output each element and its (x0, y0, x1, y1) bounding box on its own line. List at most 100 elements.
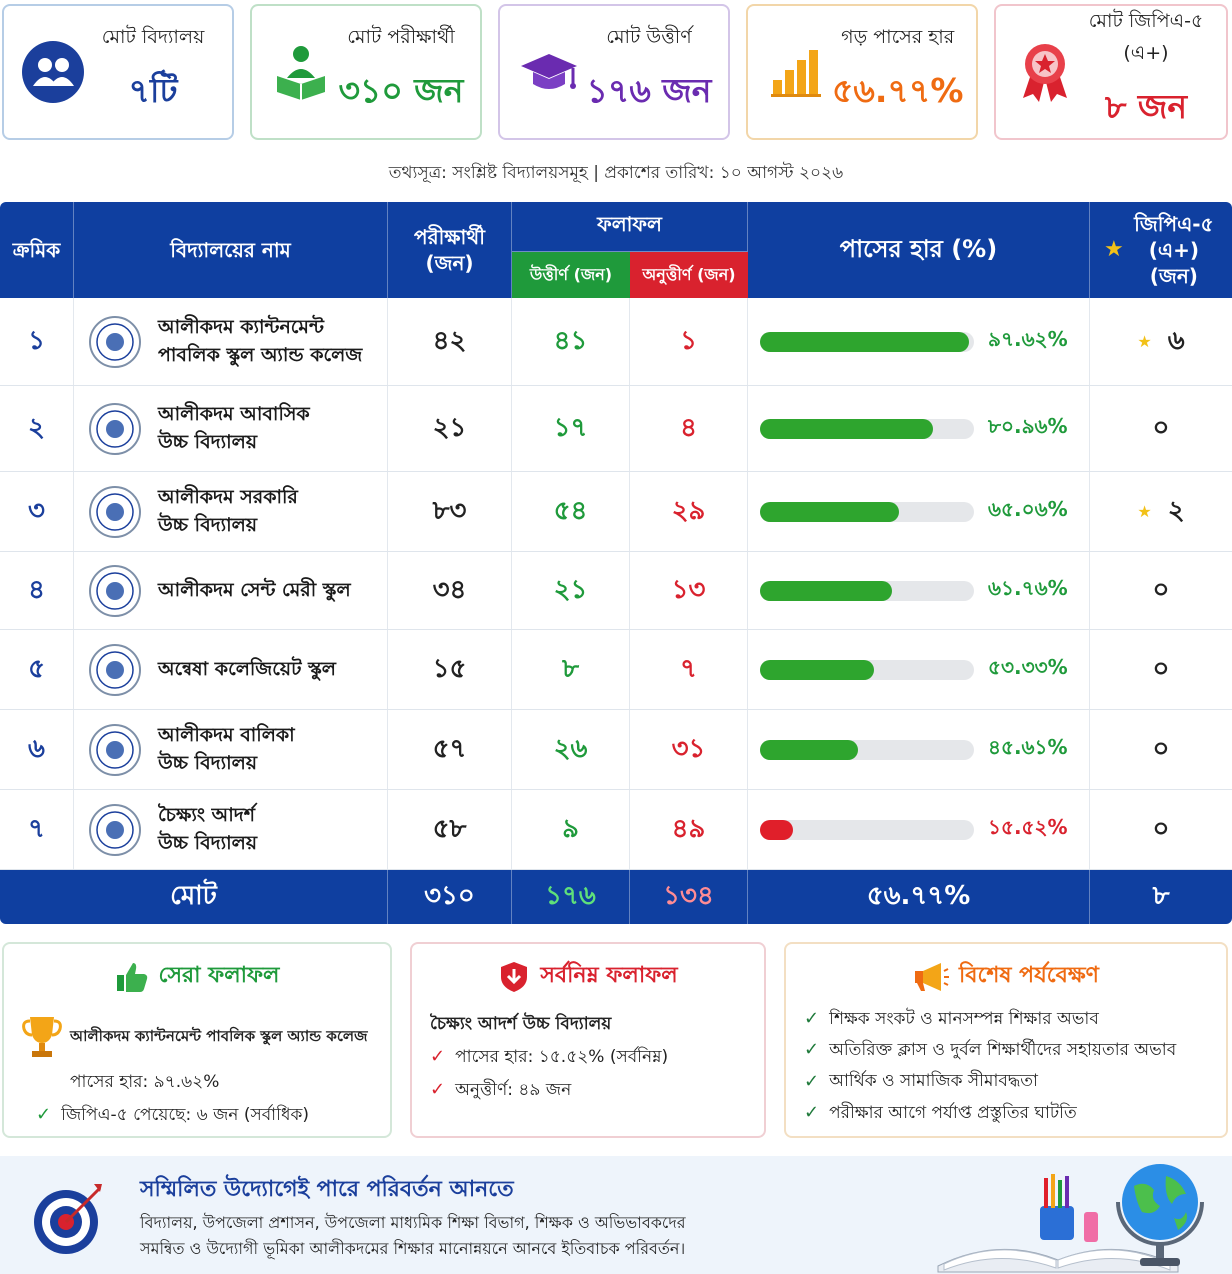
pass-rate-bar-track (760, 819, 974, 840)
school-name-line: পাবলিক স্কুল অ্যান্ড কলেজ (158, 343, 363, 366)
list-item: ✓ পরীক্ষার আগে পর্যাপ্ত প্রস্তুতির ঘাটতি (804, 1101, 1208, 1124)
gpa5-value: ০ (1152, 813, 1170, 844)
card-label: মোট বিদ্যালয় (101, 26, 205, 48)
failed-cell: ২৯ (630, 472, 748, 551)
check-icon: ✓ (430, 1046, 446, 1068)
footer-banner: সম্মিলিত উদ্যোগেই পারে পরিবর্তন আনতে বিদ… (0, 1156, 1232, 1274)
school-cell: আলীকদম বালিকা উচ্চ বিদ্যালয় (74, 710, 388, 789)
school-name-line: আলীকদম ক্যান্টনমেন্ট (158, 315, 324, 338)
check-icon: ✓ (430, 1079, 446, 1101)
gpa5-cell: ★ ৬ (1090, 298, 1232, 385)
pass-rate-cell: ৪৫.৬১% (748, 710, 1090, 789)
card-total-examinees: মোট পরীক্ষার্থী ৩১০ জন (250, 4, 482, 140)
total-passed: ১৭৬ (512, 870, 630, 924)
school-name-line: চৈক্ষ্যং আদর্শ (158, 803, 256, 826)
graduation-cap-icon (514, 37, 584, 107)
banner-line-1: বিদ্যালয়, উপজেলা প্রশাসন, উপজেলা মাধ্যম… (140, 1213, 686, 1232)
failed-cell: ৩১ (630, 710, 748, 789)
check-icon: ✓ (804, 1070, 820, 1092)
card-total-schools: মোট বিদ্যালয় ৭টি (2, 4, 234, 140)
source-line: তথ্যসূত্র: সংশ্লিষ্ট বিদ্যালয়সমূহ | প্র… (388, 163, 844, 183)
school-name-line: আলীকদম আবাসিক (158, 402, 310, 425)
observation-text: শিক্ষক সংকট ও মানসম্পন্ন শিক্ষার অভাব (829, 1008, 1099, 1029)
table-row: ২ আলীকদম আবাসিক উচ্চ বিদ্যালয় ২১ ১৭ ৪ ৮০.৯৬% ০ (0, 386, 1232, 472)
gpa5-value: ০ (1152, 653, 1170, 684)
pass-rate-bar-track (760, 501, 974, 522)
school-logo-icon (89, 803, 141, 856)
results-table: ক্রমিক বিদ্যালয়ের নাম পরীক্ষার্থী (জন) … (0, 202, 1232, 924)
school-logo-icon (89, 402, 141, 455)
table-row: ৬ আলীকদম বালিকা উচ্চ বিদ্যালয় ৫৭ ২৬ ৩১ ৪৫.৬১%… (0, 710, 1232, 790)
school-name-line: আলীকদম সেন্ট মেরী স্কুল (158, 578, 351, 601)
school-name-line: উচ্চ বিদ্যালয় (158, 751, 258, 774)
check-icon: ✓ (804, 1039, 820, 1061)
examinees-cell: ৮৩ (388, 472, 512, 551)
total-failed: ১৩৪ (630, 870, 748, 924)
pass-rate-cell: ৮০.৯৬% (748, 386, 1090, 471)
school-name-line: উচ্চ বিদ্যালয় (158, 831, 258, 854)
gpa5-cell: ০ (1090, 710, 1232, 789)
best-result-panel: সেরা ফলাফল আলীকদম ক্যান্টনমেন্ট পাবলিক স… (2, 942, 392, 1138)
gpa5-value: ০ (1152, 574, 1170, 605)
pass-rate-label: ৯৭.৬২% (988, 327, 1068, 351)
header-gpa5: ★ জিপিএ-৫ (এ+) (জন) (1090, 202, 1232, 298)
header-pass-rate: পাসের হার (%) (748, 202, 1090, 298)
card-value: ৭টি (128, 71, 178, 110)
passed-cell: ২৬ (512, 710, 630, 789)
total-gpa5: ৮ (1152, 881, 1170, 911)
serial-cell: ২ (0, 386, 74, 471)
list-item: ✓ আর্থিক ও সামাজিক সীমাবদ্ধতা (804, 1070, 1208, 1093)
pass-rate-cell: ১৫.৫২% (748, 790, 1090, 869)
card-value: ১৭৬ জন (586, 71, 712, 110)
card-value: ৫৬.৭৭% (832, 71, 964, 110)
pass-rate-label: ৮০.৯৬% (988, 414, 1068, 438)
school-cell: আলীকদম সরকারি উচ্চ বিদ্যালয় (74, 472, 388, 551)
pass-rate-bar-track (760, 580, 974, 601)
serial-cell: ১ (0, 298, 74, 385)
star-icon: ★ (1104, 236, 1124, 262)
header-passed: উত্তীর্ণ (জন) (512, 252, 630, 298)
table-row: ১ আলীকদম ক্যান্টনমেন্ট পাবলিক স্কুল অ্যান্… (0, 298, 1232, 386)
card-value: ৮ জন (1104, 87, 1188, 126)
card-label: মোট জিপিএ-৫ (এ+) (1088, 10, 1204, 64)
pass-rate-bar (760, 819, 794, 840)
gpa5-cell: ০ (1090, 790, 1232, 869)
pass-rate-label: ৫৩.৩৩% (988, 655, 1068, 679)
school-cell: চৈক্ষ্যং আদর্শ উচ্চ বিদ্যালয় (74, 790, 388, 869)
student-reading-icon (266, 37, 336, 107)
table-row: ৪ আলীকদম সেন্ট মেরী স্কুল ৩৪ ২১ ১৩ ৬১.৭৬% ০ (0, 552, 1232, 630)
star-icon: ★ (1137, 502, 1152, 521)
pass-rate-bar-track (760, 659, 974, 680)
lowest-panel-title: সর্বনিম্ন ফলাফল (540, 963, 678, 988)
observation-panel-title: বিশেষ পর্যবেক্ষণ (958, 963, 1099, 988)
bar-chart-icon (762, 37, 832, 107)
pass-rate-bar (760, 418, 934, 439)
list-item: ✓ অতিরিক্ত ক্লাস ও দুর্বল শিক্ষার্থীদের … (804, 1038, 1208, 1061)
card-value: ৩১০ জন (338, 71, 464, 110)
lowest-pass-rate: পাসের হার: ১৫.৫২% (সর্বনিম্ন) (455, 1046, 669, 1067)
header-result: ফলাফল (512, 202, 748, 252)
pass-rate-bar (760, 659, 875, 680)
card-label: মোট পরীক্ষার্থী (347, 26, 455, 48)
check-icon: ✓ (804, 1102, 820, 1124)
award-medal-icon (1010, 37, 1080, 107)
examinees-cell: ৫৮ (388, 790, 512, 869)
star-icon: ★ (1137, 332, 1152, 351)
summary-cards: মোট বিদ্যালয় ৭টি মোট পরীক্ষার্থী ৩১০ জন (0, 4, 1232, 140)
lowest-result-panel: সর্বনিম্ন ফলাফল চৈক্ষ্যং আদর্শ উচ্চ বিদ্… (410, 942, 766, 1138)
pass-rate-cell: ৯৭.৬২% (748, 298, 1090, 385)
table-total-row: মোট ৩১০ ১৭৬ ১৩৪ ৫৬.৭৭% ৮ (0, 870, 1232, 924)
target-icon (34, 1184, 102, 1254)
serial-cell: ৪ (0, 552, 74, 629)
card-label: গড় পাসের হার (841, 26, 955, 48)
trophy-icon (22, 1017, 62, 1057)
best-pass-rate: পাসের হার: ৯৭.৬২% (70, 1072, 220, 1092)
observation-text: পরীক্ষার আগে পর্যাপ্ত প্রস্তুতির ঘাটতি (829, 1102, 1077, 1123)
megaphone-icon (914, 962, 949, 991)
passed-cell: ৪১ (512, 298, 630, 385)
table-row: ৭ চৈক্ষ্যং আদর্শ উচ্চ বিদ্যালয় ৫৮ ৯ ৪৯ ১৫.৫২%… (0, 790, 1232, 870)
card-average-pass-rate: গড় পাসের হার ৫৬.৭৭% (746, 4, 978, 140)
observation-text: অতিরিক্ত ক্লাস ও দুর্বল শিক্ষার্থীদের সহ… (829, 1040, 1177, 1061)
gpa5-value: ০ (1152, 412, 1170, 443)
pass-rate-bar (760, 739, 858, 760)
